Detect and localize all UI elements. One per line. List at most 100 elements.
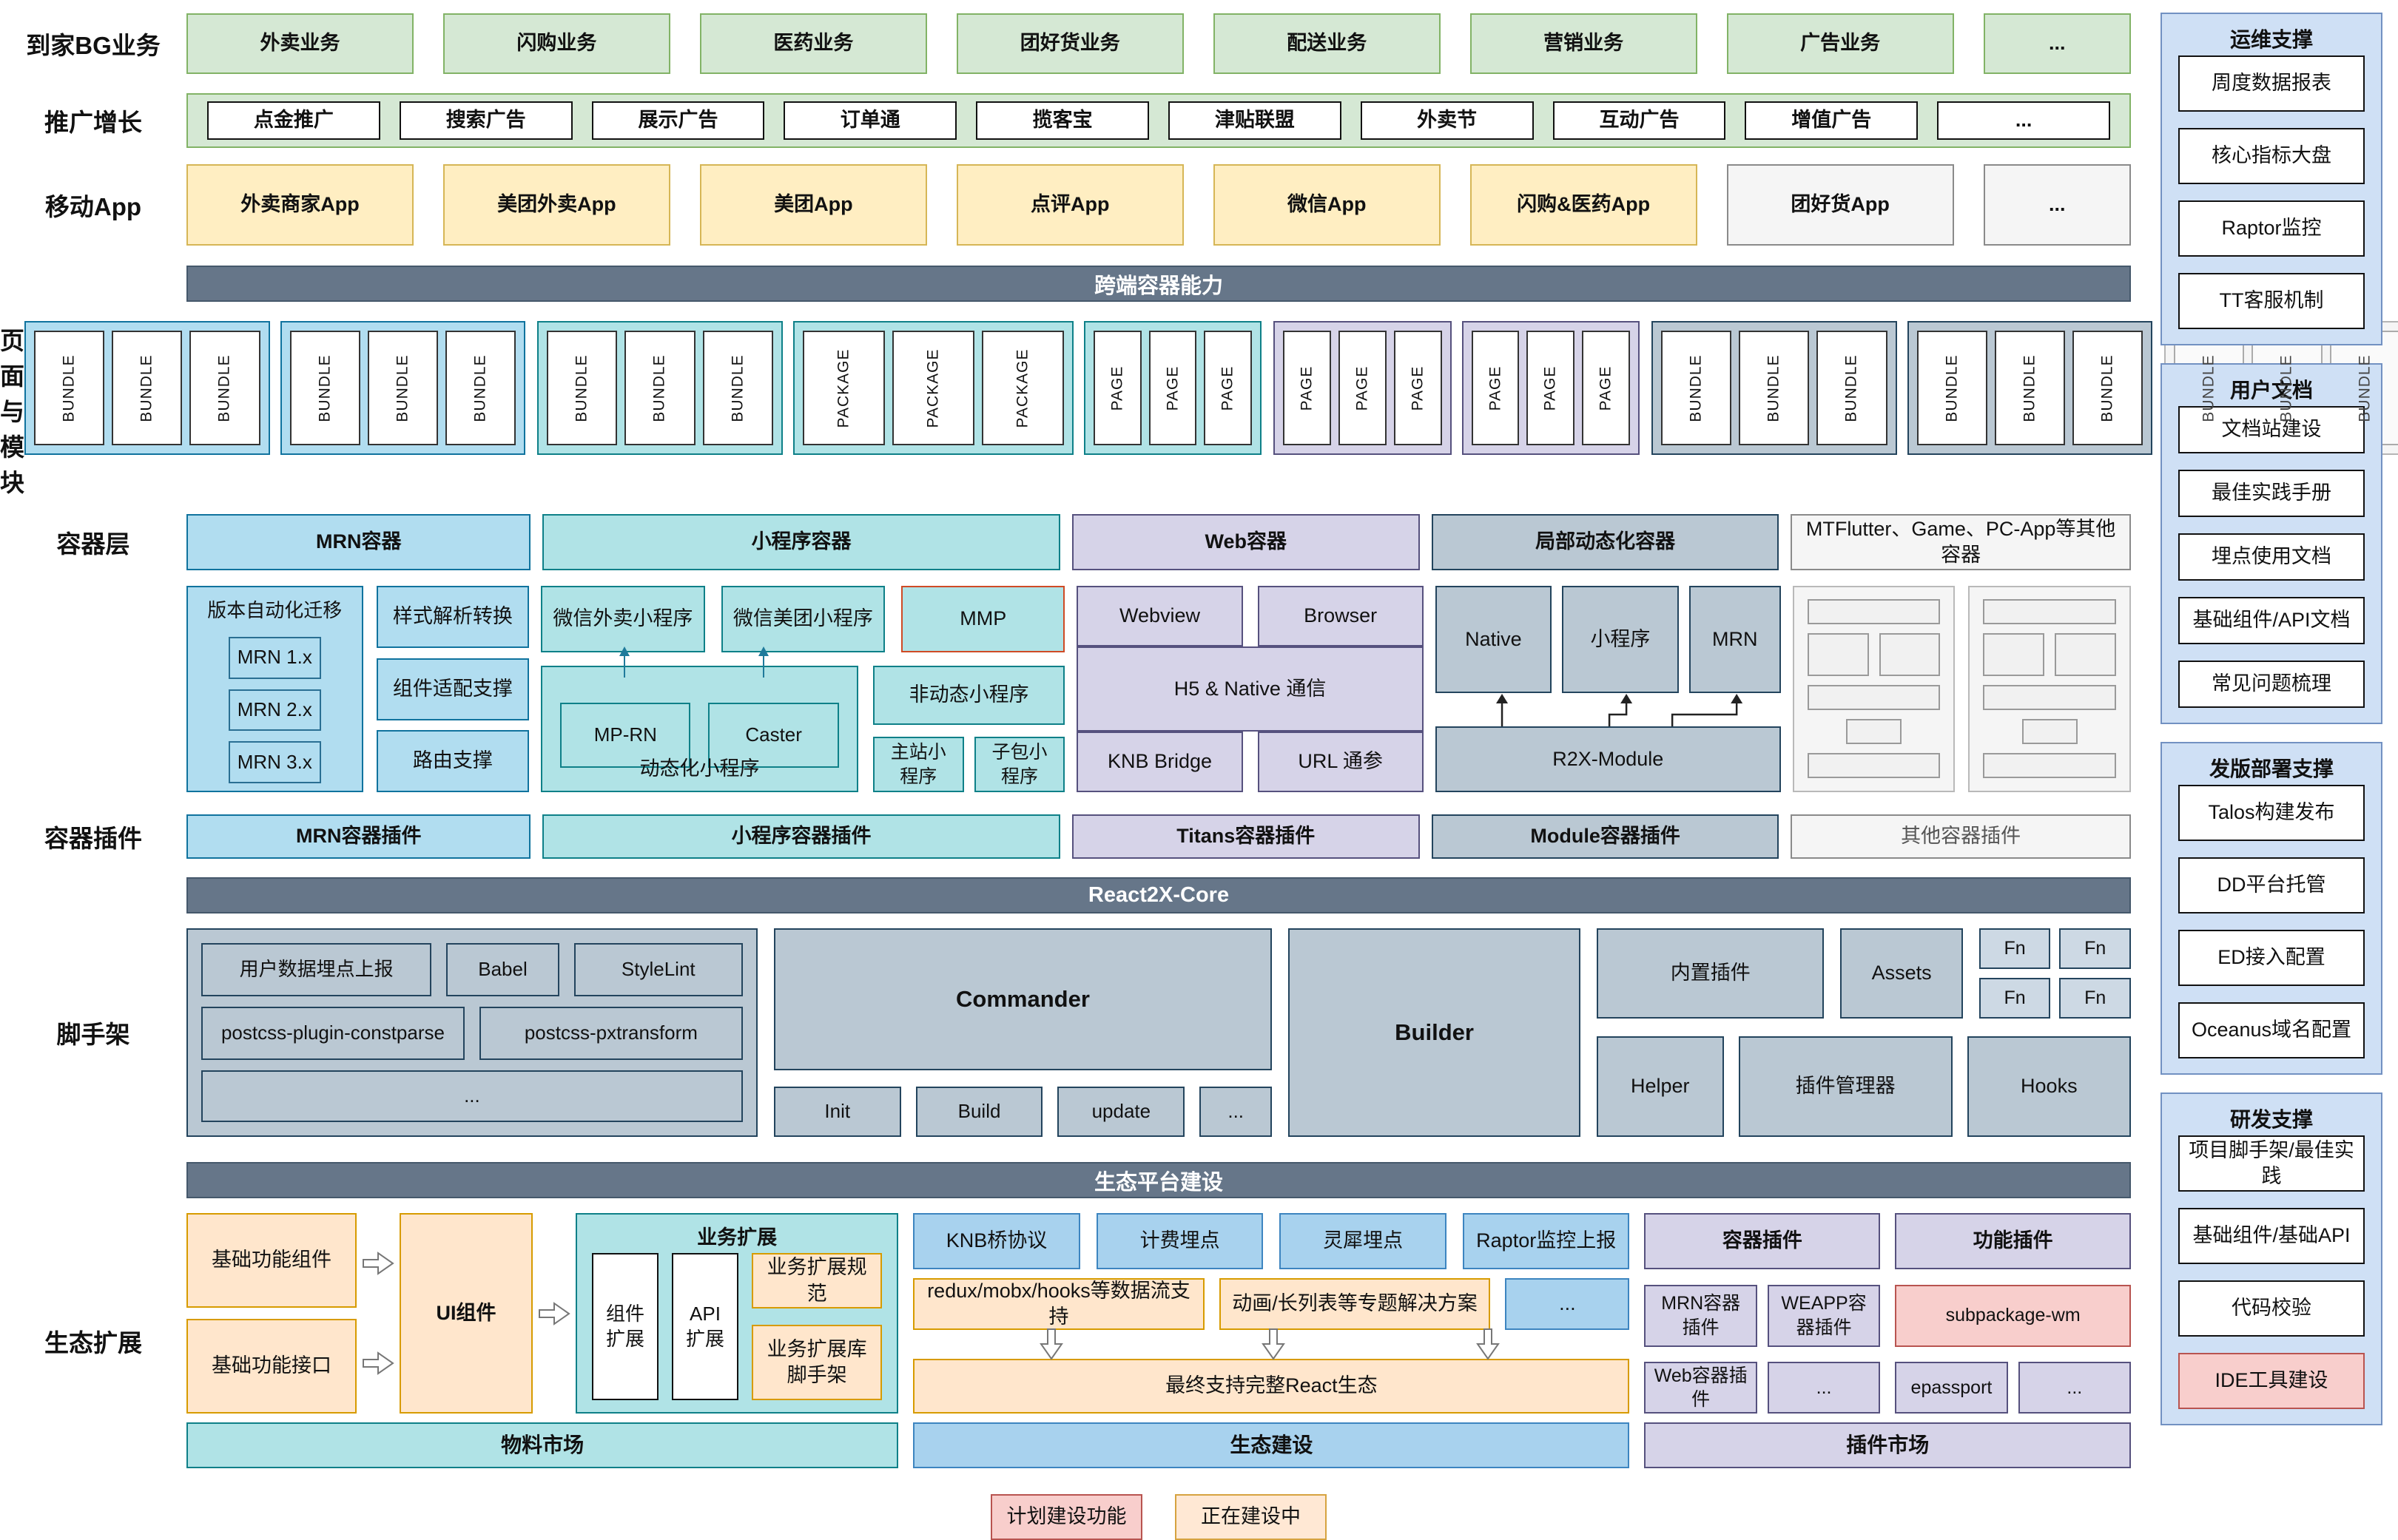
commander-box: Commander [773, 928, 1273, 1070]
pages-col-mrn: BUNDLE BUNDLE BUNDLE BUNDLE BUNDLE BUNDL… [24, 321, 526, 455]
placeholder-box [1807, 599, 1941, 624]
promo-box-more: ... [1937, 101, 2110, 140]
row-apps: 移动App 外卖商家App 美团外卖App 美团App 点评App 微信App … [0, 164, 2131, 246]
page-module-group: BUNDLE BUNDLE BUNDLE [537, 321, 783, 455]
mmp-box: MMP [901, 586, 1065, 652]
eco-middle-column: KNB桥协议 计费埋点 灵犀埋点 Raptor监控上报 redux/mobx/h… [913, 1213, 1630, 1468]
biz-box: 营销业务 [1469, 13, 1697, 74]
container-box-miniprogram: 小程序容器 [542, 514, 1060, 570]
placeholder-panel [1792, 586, 1956, 792]
sidebar-item: Raptor监控 [2178, 200, 2365, 257]
sidebar-item-ide: IDE工具建设 [2178, 1353, 2365, 1409]
animation-solution-box: 动画/长列表等专题解决方案 [1219, 1278, 1491, 1330]
right-arrow-icon [362, 1351, 394, 1376]
placeholder-box [2055, 633, 2117, 676]
base-api-box: 基础功能接口 [186, 1319, 357, 1414]
eco-right-column: 容器插件 功能插件 MRN容器插件 WEAPP容器插件 subpackage-w… [1644, 1213, 2132, 1468]
plugin-more-box: ... [1767, 1362, 1881, 1414]
sidebar-section-title: 运维支撑 [2229, 28, 2313, 51]
sidebar-section-deploy: 发版部署支撑 Talos构建发布 DD平台托管 ED接入配置 Oceanus域名… [2160, 742, 2382, 1075]
sidebar-section-title: 发版部署支撑 [2209, 757, 2334, 780]
right-arrow-icon [362, 1251, 394, 1276]
container-box-web: Web容器 [1071, 514, 1420, 570]
mp-rn-box: MP-RN [560, 702, 691, 768]
eco-left-column: 基础功能组件 基础功能接口 UI组件 业务扩展 [186, 1213, 899, 1468]
mrn-version-box: MRN 1.x [228, 636, 321, 679]
subpackage-wm-box: subpackage-wm [1895, 1284, 2132, 1347]
right-arrow-icon [538, 1301, 570, 1326]
placeholder-box [1879, 633, 1941, 676]
mrn-detail: 版本自动化迁移 MRN 1.x MRN 2.x MRN 3.x 样式解析转换 组… [186, 586, 530, 792]
react-ecosystem-box: 最终支持完整React生态 [913, 1359, 1630, 1414]
elbow-arrows-icon [1495, 694, 1742, 726]
plugin-more-box: ... [2018, 1362, 2132, 1414]
promo-box: 订单通 [784, 101, 957, 140]
feature-plugin-header: 功能插件 [1895, 1213, 2132, 1269]
container-plugin-header: 容器插件 [1644, 1213, 1881, 1269]
raptor-report-box: Raptor监控上报 [1462, 1213, 1630, 1269]
biz-box: 外卖业务 [186, 13, 414, 74]
module-detail: Native 小程序 MRN R2X-Module [1435, 586, 1781, 792]
biz-box: 配送业务 [1213, 13, 1441, 74]
module-slat: PAGE [1471, 331, 1520, 445]
placeholder-box [1983, 633, 2045, 676]
row-containers: 容器层 MRN容器 小程序容器 Web容器 局部动态化容器 MTFlutter、… [0, 514, 2132, 570]
biz-extension-box: 业务扩展 组件扩展 API扩展 业务扩展规范 业务扩展库脚手架 [576, 1213, 899, 1414]
init-box: Init [773, 1087, 901, 1137]
row-label-promo: 推广增长 [44, 109, 142, 136]
other-container-detail [1792, 586, 2132, 792]
row-ecosystem: 生态扩展 基础功能组件 基础功能接口 UI组件 [0, 1213, 2132, 1468]
sidebar-item: 项目脚手架/最佳实践 [2178, 1135, 2365, 1192]
component-adapt-box: 组件适配支撑 [376, 658, 530, 720]
builtin-plugin-box: 内置插件 [1596, 928, 1825, 1019]
page-module-group: BUNDLE BUNDLE BUNDLE [24, 321, 270, 455]
pages-col-web: PAGE PAGE PAGE PAGE PAGE PAGE [1273, 321, 1640, 455]
sidebar-item: 基础组件/API文档 [2178, 597, 2365, 644]
sidebar-item: Oceanus域名配置 [2178, 1002, 2365, 1058]
stylelint-box: StyleLint [573, 943, 743, 996]
sidebar-item: ED接入配置 [2178, 930, 2365, 986]
api-extension-box: API扩展 [672, 1253, 738, 1400]
module-slat: PAGE [1148, 331, 1197, 445]
react2x-core-bar: React2X-Core [186, 877, 2131, 913]
sidebar-section-docs: 用户文档 文档站建设 最佳实践手册 埋点使用文档 基础组件/API文档 常见问题… [2160, 363, 2382, 724]
track-report-box: 用户数据埋点上报 [201, 943, 432, 996]
promo-box: 增值广告 [1745, 101, 1919, 140]
row-label-pages: 页面与模块 [0, 327, 24, 496]
module-slat: BUNDLE [1916, 331, 1987, 445]
component-extension-box: 组件扩展 [592, 1253, 659, 1400]
eco-down-arrows [913, 1328, 1629, 1360]
module-slat: BUNDLE [547, 331, 618, 445]
app-box: 闪购&医药App [1469, 164, 1697, 246]
fn-box: Fn [2059, 978, 2131, 1019]
row-scaffold: 脚手架 用户数据埋点上报 Babel StyleLint postcss-plu… [0, 928, 2132, 1137]
postcss-pxtransform-box: postcss-pxtransform [479, 1007, 743, 1060]
biz-box: 广告业务 [1726, 13, 1954, 74]
module-slat: BUNDLE [624, 331, 696, 445]
billing-track-box: 计费埋点 [1096, 1213, 1264, 1269]
mrn-container-plugin-box: MRN容器插件 [1644, 1284, 1757, 1347]
hooks-box: Hooks [1967, 1036, 2132, 1137]
promo-box: 搜索广告 [399, 101, 573, 140]
command-more-box: ... [1199, 1087, 1273, 1137]
module-slat: BUNDLE [1660, 331, 1732, 445]
container-box-mrn: MRN容器 [186, 514, 531, 570]
h5-native-box: H5 & Native 通信 [1077, 646, 1424, 732]
down-arrow-icon [1039, 1328, 1064, 1360]
row-cross-container: 跨端容器能力 [0, 266, 2131, 302]
app-box: 美团App [699, 164, 927, 246]
row-biz: 到家BG业务 外卖业务 闪购业务 医药业务 团好货业务 配送业务 营销业务 广告… [0, 13, 2131, 74]
placeholder-panel [1968, 586, 2132, 792]
redux-support-box: redux/mobx/hooks等数据流支持 [913, 1278, 1205, 1330]
row-label-biz: 到家BG业务 [26, 32, 161, 59]
material-market-box: 物料市场 [186, 1422, 899, 1468]
architecture-diagram: 到家BG业务 外卖业务 闪购业务 医药业务 团好货业务 配送业务 营销业务 广告… [0, 13, 2398, 1540]
miniprogram-target-box: 小程序 [1562, 586, 1679, 693]
placeholder-box [1807, 633, 1869, 676]
web-container-plugin-box: Web容器插件 [1644, 1362, 1757, 1414]
row-promo: 推广增长 点金推广 搜索广告 展示广告 订单通 揽客宝 津贴联盟 外卖节 互动广… [0, 93, 2131, 148]
placeholder-box [1983, 753, 2117, 778]
row-eco-platform: 生态平台建设 [0, 1162, 2131, 1198]
knb-bridge-box: KNB Bridge [1077, 732, 1243, 792]
promo-box: 互动广告 [1552, 101, 1726, 140]
